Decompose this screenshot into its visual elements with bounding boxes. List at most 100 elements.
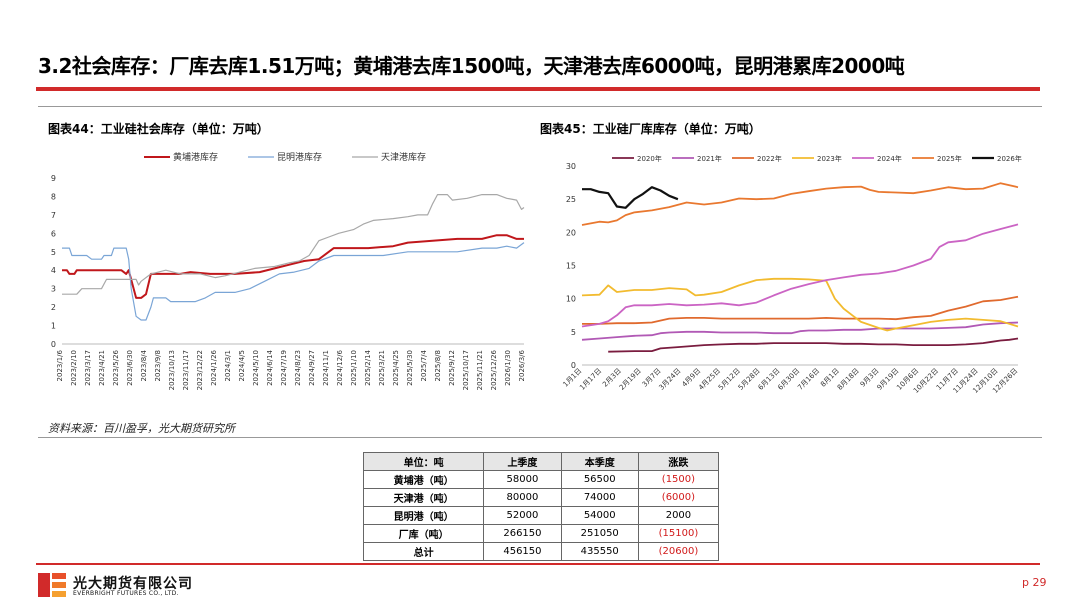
table-cell-chg: (20600)	[637, 542, 720, 561]
table-row: 天津港（吨） 80000 74000 (6000)	[362, 488, 720, 507]
table-row: 厂库（吨） 266150 251050 (15100)	[362, 524, 720, 543]
y-tick-label: 10	[566, 295, 576, 304]
legend-label: 黄埔港库存	[173, 151, 218, 163]
x-tick-label: 2023/9/8	[154, 350, 162, 381]
charts-panel	[38, 106, 1042, 438]
x-tick-label: 2026/1/30	[504, 350, 512, 386]
y-tick-label: 3	[51, 285, 56, 294]
table-cell-cur: 251050	[560, 524, 639, 543]
y-tick-label: 5	[571, 328, 576, 337]
series-line-2025年	[581, 182, 1019, 226]
table-cell-chg: 2000	[637, 506, 720, 525]
series-line-2026年	[582, 186, 679, 209]
x-tick-label: 2023/5/26	[112, 349, 120, 385]
table-cell-cur: 435550	[560, 542, 639, 561]
x-tick-label: 2025/7/4	[420, 349, 428, 381]
table-header: 本季度	[560, 452, 639, 471]
logo-english: EVERBRIGHT FUTURES CO., LTD.	[73, 590, 179, 597]
y-tick-label: 25	[566, 195, 576, 204]
table-cell-chg: (1500)	[637, 470, 720, 489]
y-tick-label: 1	[51, 322, 56, 331]
x-tick-label: 2023/12/22	[196, 350, 204, 390]
table-cell-chg: (6000)	[637, 488, 720, 507]
x-tick-label: 2023/11/17	[182, 350, 190, 390]
table-header: 上季度	[483, 452, 562, 471]
page-number: p 29	[1022, 576, 1047, 589]
x-tick-label: 2023/8/4	[140, 349, 148, 381]
x-tick-label: 2026/3/6	[518, 349, 526, 381]
series-line-2021年	[581, 321, 1019, 341]
x-tick-label: 2024/12/6	[336, 349, 344, 385]
table-cell-label: 天津港（吨）	[362, 488, 485, 507]
series-line-2022年	[582, 295, 1019, 325]
x-tick-label: 2025/1/10	[350, 350, 358, 386]
everbright-logo-icon	[38, 573, 66, 597]
legend-label: 2022年	[757, 154, 782, 163]
y-tick-label: 0	[51, 340, 56, 349]
x-tick-label: 2024/9/27	[308, 350, 316, 386]
series-line-2024年	[581, 223, 1019, 328]
x-tick-label: 3月24日	[657, 367, 682, 392]
x-tick-label: 2023/10/13	[168, 350, 176, 390]
legend-label: 昆明港库存	[277, 151, 322, 163]
y-tick-label: 7	[51, 211, 56, 220]
title-underline	[36, 87, 1040, 91]
table-cell-label: 黄埔港（吨）	[362, 470, 485, 489]
y-tick-label: 20	[566, 228, 576, 237]
x-tick-label: 2025/10/17	[462, 350, 470, 390]
table-cell-cur: 74000	[560, 488, 639, 507]
x-tick-label: 2024/3/1	[224, 350, 232, 381]
y-tick-label: 6	[51, 229, 56, 238]
y-tick-label: 30	[566, 162, 576, 171]
x-tick-label: 1月17日	[578, 367, 603, 392]
y-tick-label: 8	[51, 192, 56, 201]
series-line-2020年	[608, 337, 1019, 353]
x-tick-label: 2024/11/1	[322, 350, 330, 386]
y-tick-label: 4	[51, 266, 56, 275]
x-tick-label: 2024/5/10	[252, 350, 260, 386]
table-cell-cur: 56500	[560, 470, 639, 489]
summary-table: 单位：吨 上季度 本季度 涨跌 黄埔港（吨） 58000 56500 (1500) 天津港（吨…	[362, 452, 720, 561]
x-tick-label: 2025/5/30	[406, 350, 414, 386]
series-line-2023年	[581, 277, 1019, 332]
table-header: 涨跌	[637, 452, 720, 471]
table-row: 总计 456150 435550 (20600)	[362, 542, 720, 561]
x-tick-label: 2024/7/19	[280, 350, 288, 386]
table-row: 昆明港（吨） 52000 54000 2000	[362, 506, 720, 525]
x-tick-label: 2024/8/23	[294, 350, 302, 386]
left-chart-title: 图表44：工业硅社会库存（单位：万吨）	[48, 122, 269, 136]
x-tick-label: 2025/9/12	[448, 350, 456, 386]
table-cell-prev: 52000	[483, 506, 562, 525]
x-tick-label: 2025/3/21	[378, 350, 386, 386]
legend-label: 2021年	[697, 154, 722, 163]
y-tick-label: 15	[566, 262, 576, 271]
legend-label: 2020年	[637, 154, 662, 163]
y-tick-label: 0	[571, 361, 576, 370]
x-tick-label: 2月19日	[618, 367, 643, 392]
table-cell-label: 总计	[362, 542, 485, 561]
x-tick-label: 2025/8/8	[434, 350, 442, 381]
x-tick-label: 2023/3/17	[84, 350, 92, 386]
series-line-天津港库存	[62, 194, 525, 295]
x-tick-label: 2025/12/26	[490, 349, 498, 390]
x-tick-label: 8月18日	[836, 367, 861, 392]
x-tick-label: 2023/6/30	[126, 350, 134, 386]
legend-label: 2023年	[817, 154, 842, 163]
table-cell-prev: 58000	[483, 470, 562, 489]
source-note: 资料来源：百川盈孚，光大期货研究所	[48, 422, 235, 435]
table-row: 黄埔港（吨） 58000 56500 (1500)	[362, 470, 720, 489]
x-tick-label: 2025/2/14	[364, 349, 372, 385]
table-cell-chg: (15100)	[637, 524, 720, 543]
table-cell-label: 厂库（吨）	[362, 524, 485, 543]
x-tick-label: 2023/1/6	[56, 349, 64, 381]
x-tick-label: 2023/2/10	[70, 350, 78, 386]
legend-label: 2026年	[997, 154, 1022, 163]
table-cell-prev: 80000	[483, 488, 562, 507]
factory-inventory-chart: 0510152025301月1日1月17日2月3日2月19日3月7日3月24日4…	[562, 154, 1022, 395]
legend-label: 2024年	[877, 154, 902, 163]
social-inventory-chart: 0 1 2 3 4 5 6 7 8 9 2023/1/6 2023/2/10 2023/3/17 2023…	[51, 151, 526, 390]
y-tick-label: 2	[51, 303, 56, 312]
x-tick-label: 2023/4/21	[98, 350, 106, 386]
y-tick-label: 5	[51, 248, 56, 257]
legend-label: 天津港库存	[381, 151, 426, 163]
